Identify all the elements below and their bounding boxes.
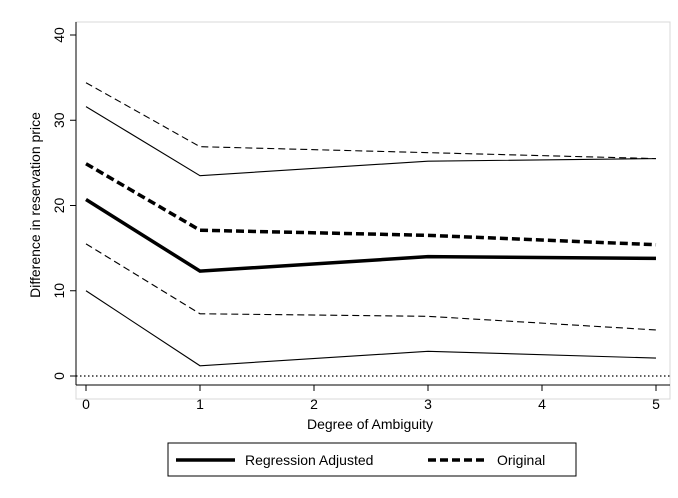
y-tick-label: 30: [51, 112, 67, 128]
x-tick-label: 2: [310, 396, 318, 412]
legend-label-regression-adjusted: Regression Adjusted: [245, 452, 373, 468]
x-axis-label: Degree of Ambiguity: [307, 416, 433, 432]
series-line-regression-adjusted: [85, 198, 657, 273]
axes: [75, 22, 670, 386]
y-tick-label: 0: [51, 372, 67, 380]
series-line-band-3: [85, 290, 657, 367]
series-line-band-4: [85, 82, 657, 160]
y-axis-label: Difference in reservation price: [27, 112, 43, 298]
x-tick-label: 3: [424, 396, 432, 412]
series-line-band-5: [85, 243, 657, 331]
series-line-original: [85, 162, 657, 247]
legend-label-original: Original: [497, 452, 545, 468]
y-tick-label: 40: [51, 27, 67, 43]
x-tick-label: 1: [196, 396, 204, 412]
legend-box: [167, 442, 577, 477]
y-tick-label: 10: [51, 283, 67, 299]
x-tick-label: 0: [82, 396, 90, 412]
series-line-band-2: [85, 106, 657, 177]
legend: Regression Adjusted Original: [167, 442, 577, 477]
y-tick-label: 20: [51, 198, 67, 214]
x-tick-label: 5: [652, 396, 660, 412]
x-tick-label: 4: [538, 396, 546, 412]
